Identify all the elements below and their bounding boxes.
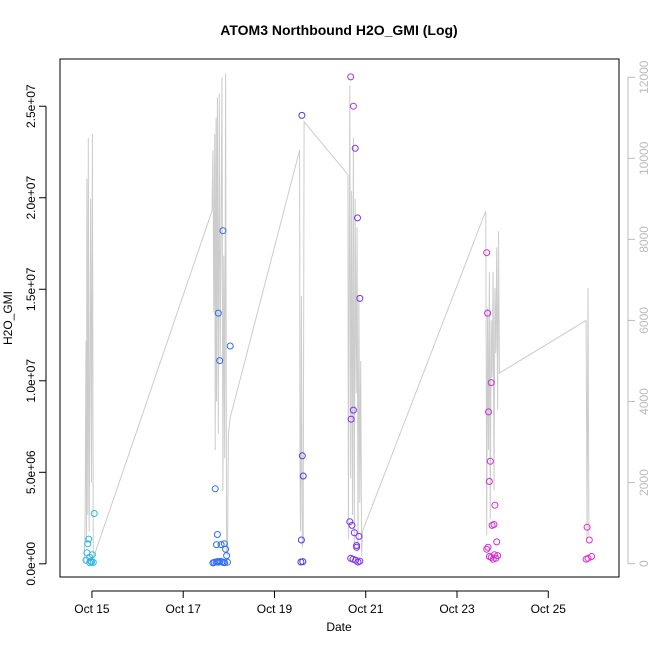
- data-point: [354, 214, 361, 222]
- data-point: [216, 357, 224, 365]
- data-point: [224, 558, 231, 566]
- data-point: [223, 552, 231, 560]
- y2-tick-label: 2000: [637, 469, 650, 496]
- data-point: [483, 545, 491, 553]
- data-point: [352, 556, 360, 564]
- x-tick-label: Oct 25: [531, 602, 567, 616]
- data-point: [349, 406, 357, 414]
- axis-layer: Oct 15 Oct 17 Oct 19 Oct 21 Oct 23 Oct 25 0.0e…: [24, 60, 650, 616]
- y-tick-label: 1.0e+07: [24, 359, 38, 403]
- data-point: [485, 408, 492, 416]
- data-point: [350, 529, 358, 537]
- data-point: [485, 478, 493, 485]
- data-point: [346, 518, 354, 526]
- data-point: [90, 510, 98, 517]
- y2-tick-label: 10000: [637, 141, 650, 175]
- data-point: [588, 553, 596, 560]
- chart-title: ATOM3 Northbound H2O_GMI (Log): [220, 22, 457, 38]
- x-tick-label: Oct 21: [348, 602, 384, 616]
- data-point: [356, 294, 364, 302]
- x-tick-label: Oct 15: [74, 602, 110, 616]
- x-tick-label: Oct 23: [439, 602, 475, 616]
- y-tick-label: 2.0e+07: [24, 176, 38, 220]
- y-axis-label: H2O_GMI: [1, 291, 15, 345]
- data-point: [493, 538, 501, 546]
- data-point: [84, 540, 92, 548]
- data-point: [347, 73, 355, 81]
- data-point: [490, 551, 498, 559]
- data-point: [86, 559, 94, 567]
- x-axis-label: Date: [326, 620, 352, 634]
- line-layer: [83, 73, 590, 564]
- y2-tick-label: 4000: [637, 388, 650, 415]
- y-tick-label: 0.0e+00: [24, 542, 38, 586]
- data-point: [298, 111, 306, 119]
- data-point: [85, 535, 93, 543]
- data-point: [356, 557, 364, 565]
- x-tick-label: Oct 17: [166, 602, 202, 616]
- y2-tick-label: 0: [637, 560, 650, 567]
- data-point: [486, 457, 494, 465]
- data-point: [585, 536, 593, 544]
- y-tick-label: 5.0e+06: [24, 450, 38, 494]
- data-point: [347, 415, 355, 423]
- data-point: [213, 531, 221, 538]
- data-point: [484, 309, 492, 317]
- series-line: [83, 73, 590, 564]
- data-point: [299, 472, 307, 480]
- y2-tick-label: 12000: [637, 60, 650, 94]
- y-tick-label: 2.5e+07: [24, 84, 38, 128]
- y2-tick-label: 8000: [637, 226, 650, 253]
- data-point: [490, 521, 498, 528]
- data-point: [351, 144, 359, 152]
- y2-tick-label: 6000: [637, 307, 650, 334]
- data-point: [299, 558, 307, 566]
- point-layer: [82, 73, 596, 567]
- data-point: [494, 552, 502, 560]
- data-point: [298, 452, 306, 460]
- data-point: [484, 543, 492, 551]
- data-point: [297, 536, 305, 544]
- data-point: [221, 559, 229, 567]
- y-tick-label: 1.5e+07: [24, 267, 38, 311]
- data-point: [583, 523, 591, 531]
- data-point: [219, 227, 227, 235]
- data-point: [222, 545, 230, 553]
- data-point: [213, 541, 220, 549]
- x-tick-label: Oct 19: [257, 602, 293, 616]
- data-point: [89, 558, 97, 566]
- data-point: [211, 485, 219, 493]
- data-point: [226, 342, 234, 350]
- data-point: [582, 555, 590, 563]
- data-point: [348, 521, 356, 529]
- data-point: [217, 541, 225, 549]
- data-point: [88, 551, 96, 559]
- data-point: [487, 379, 495, 387]
- data-point: [214, 309, 222, 317]
- data-point: [349, 102, 357, 110]
- data-point: [491, 501, 499, 509]
- data-point: [355, 532, 363, 540]
- data-point: [353, 542, 361, 549]
- plot-frame: [59, 58, 620, 578]
- data-point: [483, 249, 491, 257]
